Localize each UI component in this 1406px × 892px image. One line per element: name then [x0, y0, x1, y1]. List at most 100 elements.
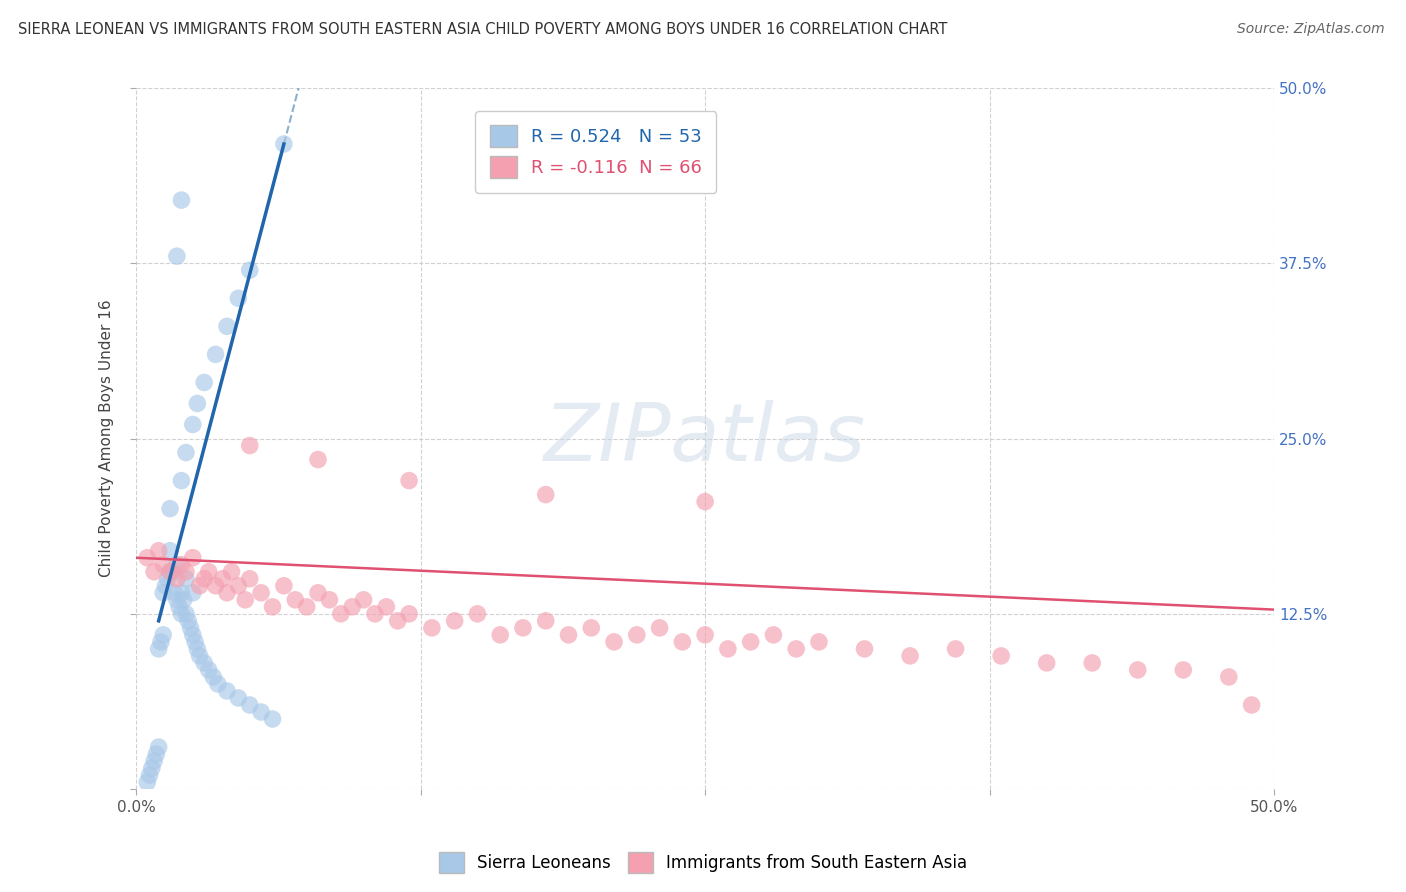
Point — [186, 396, 208, 410]
Point — [177, 614, 200, 628]
Point — [204, 579, 226, 593]
Point — [148, 740, 170, 755]
Point — [202, 670, 225, 684]
Point — [695, 628, 717, 642]
Text: SIERRA LEONEAN VS IMMIGRANTS FROM SOUTH EASTERN ASIA CHILD POVERTY AMONG BOYS UN: SIERRA LEONEAN VS IMMIGRANTS FROM SOUTH … — [18, 22, 948, 37]
Point — [184, 635, 207, 649]
Point — [1240, 698, 1263, 712]
Point — [228, 579, 250, 593]
Point — [398, 474, 420, 488]
Point — [239, 438, 262, 452]
Point — [143, 754, 166, 768]
Point — [581, 621, 603, 635]
Point — [174, 445, 197, 459]
Point — [136, 775, 159, 789]
Point — [152, 586, 174, 600]
Point — [159, 565, 181, 579]
Point — [307, 452, 329, 467]
Point — [626, 628, 648, 642]
Text: ZIPatlas: ZIPatlas — [544, 400, 866, 477]
Point — [420, 621, 443, 635]
Text: Source: ZipAtlas.com: Source: ZipAtlas.com — [1237, 22, 1385, 37]
Point — [250, 705, 273, 719]
Point — [197, 663, 219, 677]
Legend: Sierra Leoneans, Immigrants from South Eastern Asia: Sierra Leoneans, Immigrants from South E… — [432, 846, 974, 880]
Point — [136, 550, 159, 565]
Point — [239, 698, 262, 712]
Point — [387, 614, 409, 628]
Point — [159, 565, 181, 579]
Point — [170, 193, 193, 207]
Point — [318, 592, 340, 607]
Point — [173, 592, 195, 607]
Point — [155, 579, 177, 593]
Point — [174, 607, 197, 621]
Point — [603, 635, 626, 649]
Point — [262, 712, 284, 726]
Point — [375, 599, 398, 614]
Point — [1126, 663, 1149, 677]
Point — [170, 474, 193, 488]
Point — [193, 376, 215, 390]
Point — [148, 641, 170, 656]
Point — [145, 747, 167, 761]
Point — [364, 607, 387, 621]
Point — [945, 641, 967, 656]
Point — [152, 558, 174, 572]
Point — [467, 607, 489, 621]
Point — [671, 635, 693, 649]
Point — [853, 641, 876, 656]
Point — [443, 614, 465, 628]
Point — [512, 621, 534, 635]
Point — [211, 572, 233, 586]
Point — [170, 586, 193, 600]
Point — [152, 628, 174, 642]
Point — [204, 347, 226, 361]
Point — [307, 586, 329, 600]
Point — [534, 614, 557, 628]
Point — [207, 677, 229, 691]
Point — [1218, 670, 1240, 684]
Point — [534, 488, 557, 502]
Point — [138, 768, 160, 782]
Point — [156, 572, 179, 586]
Point — [740, 635, 762, 649]
Point — [181, 628, 204, 642]
Point — [162, 565, 184, 579]
Point — [166, 249, 188, 263]
Point — [148, 543, 170, 558]
Point — [221, 565, 243, 579]
Point — [215, 586, 238, 600]
Point — [174, 565, 197, 579]
Point — [170, 607, 193, 621]
Point — [898, 648, 921, 663]
Point — [398, 607, 420, 621]
Point — [353, 592, 375, 607]
Point — [186, 641, 208, 656]
Point — [489, 628, 512, 642]
Point — [181, 550, 204, 565]
Point — [228, 690, 250, 705]
Point — [295, 599, 318, 614]
Point — [143, 565, 166, 579]
Point — [329, 607, 352, 621]
Point — [239, 572, 262, 586]
Point — [990, 648, 1012, 663]
Legend: R = 0.524   N = 53, R = -0.116  N = 66: R = 0.524 N = 53, R = -0.116 N = 66 — [475, 111, 717, 193]
Point — [170, 558, 193, 572]
Point — [188, 579, 211, 593]
Point — [250, 586, 273, 600]
Point — [166, 572, 188, 586]
Point — [159, 543, 181, 558]
Point — [239, 263, 262, 277]
Point — [1035, 656, 1057, 670]
Point — [167, 599, 190, 614]
Point — [717, 641, 740, 656]
Point — [149, 635, 172, 649]
Y-axis label: Child Poverty Among Boys Under 16: Child Poverty Among Boys Under 16 — [100, 300, 114, 577]
Point — [340, 599, 363, 614]
Point — [166, 592, 188, 607]
Point — [762, 628, 785, 642]
Point — [557, 628, 579, 642]
Point — [197, 565, 219, 579]
